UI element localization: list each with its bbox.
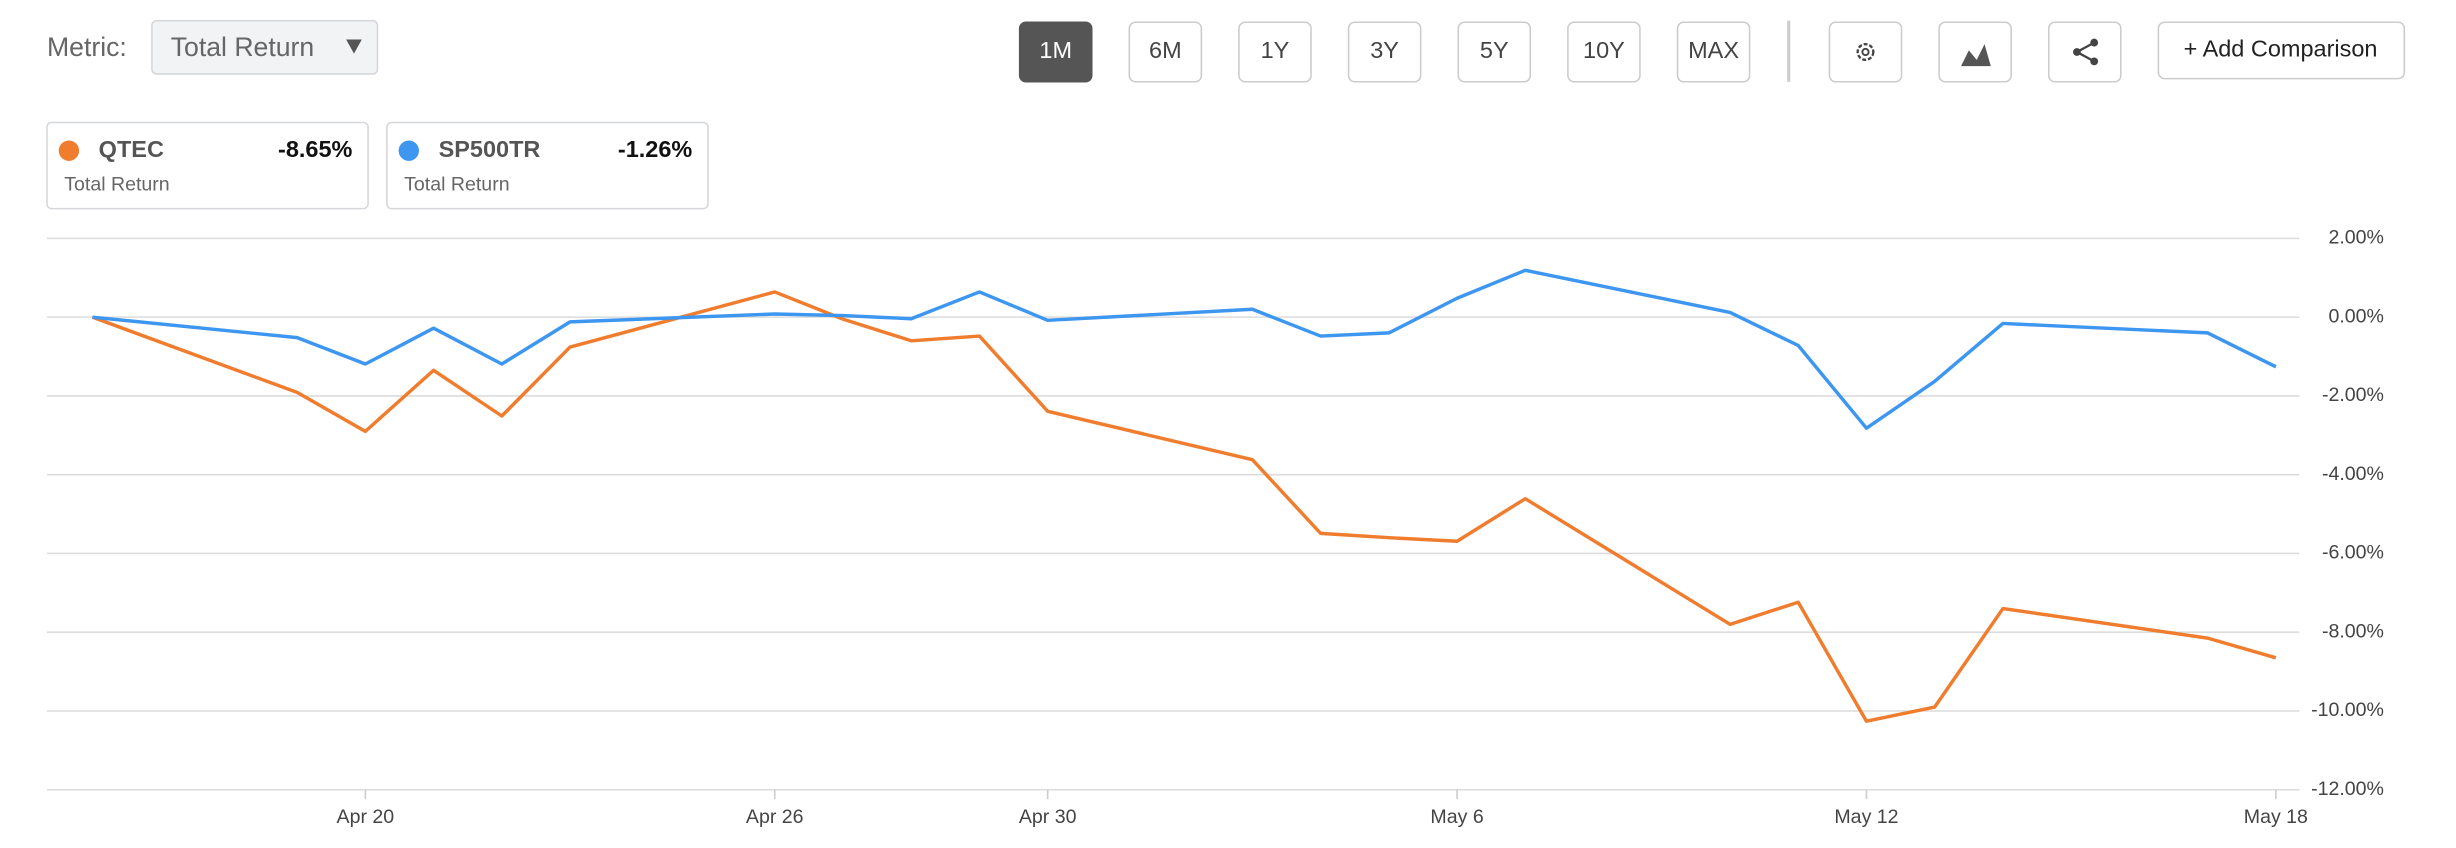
range-button[interactable] (1457, 21, 1532, 83)
add-comparison-label[interactable]: + Add Comparison (2184, 36, 2378, 62)
range-button[interactable] (1238, 21, 1312, 83)
legend-metric: Total Return (404, 173, 509, 195)
y-tick-label: 2.00% (2328, 227, 2383, 249)
button-box[interactable] (1828, 21, 1903, 83)
legend-box (386, 121, 709, 210)
button-box[interactable] (2157, 21, 2406, 80)
series-line (92, 268, 2277, 430)
x-tick-label: Apr 20 (337, 806, 395, 828)
plot: 2.00% 0.00% -2.00% -4.00% -6.00% -8.00% -10.00… (46, 227, 2384, 828)
legend-name: SP500TR (439, 136, 541, 162)
share-dot[interactable] (2090, 57, 2099, 66)
legend-swatch (398, 140, 419, 161)
x-tick-label: May 6 (1430, 806, 1483, 828)
range-button[interactable] (1676, 21, 1751, 83)
x-tick-label: Apr 26 (746, 806, 804, 828)
dropdown-arrow[interactable] (346, 39, 362, 54)
legend-return: -1.26% (618, 136, 693, 162)
metric-dropdown[interactable]: Total Return (151, 19, 379, 75)
series-line (91, 290, 2277, 723)
range-button[interactable] (1347, 21, 1422, 83)
dropdown-value[interactable]: Total Return (171, 32, 314, 62)
share-button[interactable] (2047, 21, 2122, 83)
range-button[interactable] (1018, 21, 1093, 83)
range-label[interactable]: MAX (1688, 37, 1739, 63)
x-tick-label: Apr 30 (1019, 806, 1077, 828)
metric-label: Metric: (47, 32, 127, 62)
y-tick-label: -10.00% (2311, 699, 2384, 721)
range-label[interactable]: 1Y (1261, 37, 1290, 63)
range-label[interactable]: 1M (1039, 37, 1072, 63)
range-button[interactable] (1567, 21, 1641, 83)
chart-type-button[interactable] (1938, 21, 2012, 83)
gear-icon[interactable] (1856, 42, 1875, 62)
range-label[interactable]: 10Y (1583, 37, 1625, 63)
range-label[interactable]: 6M (1149, 37, 1182, 63)
y-tick-label: -12.00% (2311, 778, 2384, 800)
legend: QTEC -8.65% Total Return SP500TR -1.26% Total… (46, 121, 709, 210)
range-label[interactable]: 3Y (1370, 37, 1399, 63)
legend-box (46, 121, 369, 210)
y-tick-label: -4.00% (2322, 463, 2384, 485)
y-tick-label: -2.00% (2322, 384, 2384, 406)
share-dot[interactable] (2090, 38, 2099, 47)
legend-metric: Total Return (64, 173, 169, 195)
dropdown-box[interactable] (151, 19, 379, 75)
legend-name: QTEC (99, 136, 164, 162)
y-tick-label: -8.00% (2322, 620, 2384, 642)
button-box[interactable] (1938, 21, 2012, 83)
x-tick-label: May 18 (2244, 806, 2308, 828)
legend-swatch (58, 140, 80, 161)
area-icon[interactable] (1961, 44, 1991, 67)
button-box[interactable] (2047, 21, 2122, 83)
share-dot[interactable] (2073, 48, 2081, 56)
range-label[interactable]: 5Y (1480, 37, 1509, 63)
range-button[interactable] (1128, 21, 1203, 83)
gear-icon-center[interactable] (1861, 47, 1870, 57)
legend-return: -8.65% (278, 136, 353, 162)
y-tick-label: 0.00% (2328, 305, 2383, 327)
y-tick-label: -6.00% (2322, 542, 2384, 564)
range-buttons: 1M 6M 1Y 3Y 5Y 10Y MAX (1018, 21, 1751, 83)
settings-button[interactable] (1828, 21, 1903, 83)
add-comparison-button[interactable]: + Add Comparison (2157, 21, 2406, 80)
x-tick-label: May 12 (1834, 806, 1898, 828)
